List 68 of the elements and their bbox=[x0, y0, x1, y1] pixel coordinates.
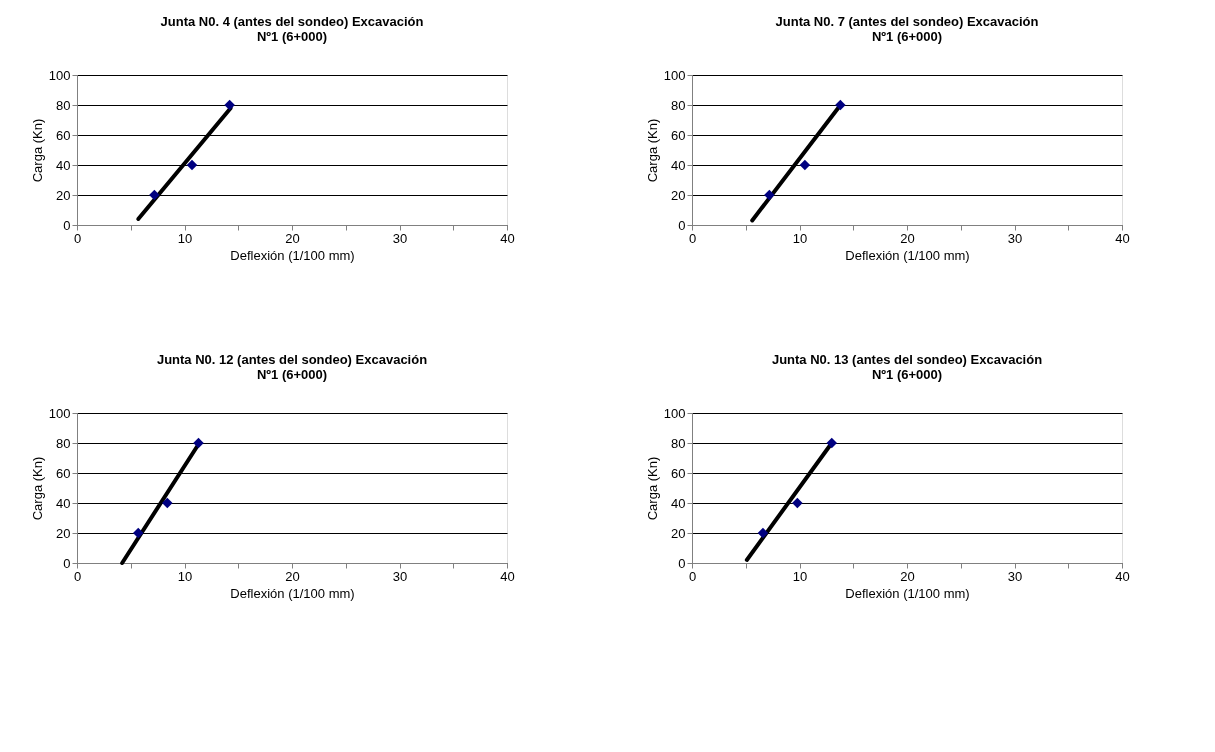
y-axis-title: Carga (Kn) bbox=[29, 456, 45, 521]
point bbox=[792, 497, 803, 509]
y-tick-label: 100 bbox=[48, 67, 71, 83]
x-tick-label: 10 bbox=[177, 230, 193, 246]
y-tick-label: 80 bbox=[56, 435, 71, 451]
x-tick-label: 30 bbox=[392, 568, 408, 584]
x-tick-label: 20 bbox=[900, 230, 915, 246]
y-tick-label: 60 bbox=[56, 465, 71, 481]
chart-title: Junta N0. 12 (antes del sondeo) Excavación Nº1 (6+000) bbox=[156, 352, 428, 382]
y-tick-label: 20 bbox=[671, 187, 686, 203]
x-tick-label: 40 bbox=[500, 230, 515, 246]
x-tick-label: 0 bbox=[688, 568, 697, 584]
point bbox=[757, 527, 769, 539]
point bbox=[799, 159, 811, 171]
y-tick-label: 100 bbox=[663, 67, 686, 83]
point bbox=[826, 437, 837, 449]
x-tick-label: 0 bbox=[73, 568, 82, 584]
x-tick-label: 30 bbox=[1007, 230, 1023, 246]
x-tick-label: 40 bbox=[1115, 568, 1130, 584]
y-tick-label: 0 bbox=[678, 217, 686, 233]
point bbox=[149, 189, 160, 201]
y-tick-label: 100 bbox=[663, 405, 686, 421]
x-tick-label: 10 bbox=[792, 568, 808, 584]
point bbox=[133, 527, 144, 539]
y-tick-label: 60 bbox=[671, 465, 686, 481]
y-tick-label: 60 bbox=[56, 127, 71, 143]
x-tick-label: 0 bbox=[688, 230, 697, 246]
point bbox=[224, 99, 235, 111]
y-tick-label: 20 bbox=[56, 525, 71, 541]
y-tick-label: 80 bbox=[56, 97, 71, 113]
y-tick-label: 60 bbox=[671, 127, 686, 143]
y-axis-title: Carga (Kn) bbox=[644, 118, 660, 183]
y-tick-label: 100 bbox=[48, 405, 71, 421]
y-tick-label: 80 bbox=[671, 97, 686, 113]
y-tick-label: 0 bbox=[63, 217, 71, 233]
chart-title: Junta N0. 4 (antes del sondeo) Excavación Nº1 (6+000) bbox=[160, 14, 424, 44]
x-tick-label: 20 bbox=[285, 568, 300, 584]
y-tick-label: 40 bbox=[56, 157, 71, 173]
y-tick-label: 0 bbox=[63, 555, 71, 571]
point bbox=[193, 437, 204, 449]
point bbox=[162, 497, 173, 509]
chart-title: Junta N0. 7 (antes del sondeo) Excavación Nº1 (6+000) bbox=[775, 14, 1039, 44]
y-tick-label: 80 bbox=[671, 435, 686, 451]
x-tick-label: 20 bbox=[900, 568, 915, 584]
point bbox=[835, 99, 846, 111]
y-tick-label: 0 bbox=[678, 555, 686, 571]
y-axis-title: Carga (Kn) bbox=[644, 456, 660, 521]
x-tick-label: 0 bbox=[73, 230, 82, 246]
x-tick-label: 40 bbox=[500, 568, 515, 584]
y-tick-label: 40 bbox=[56, 495, 71, 511]
y-tick-label: 20 bbox=[56, 187, 71, 203]
x-axis-title: Deflexión (1/100 mm) bbox=[845, 585, 970, 601]
point bbox=[186, 159, 198, 171]
chart-title: Junta N0. 13 (antes del sondeo) Excavación Nº1 (6+000) bbox=[771, 352, 1043, 382]
x-tick-label: 30 bbox=[392, 230, 408, 246]
x-tick-label: 20 bbox=[285, 230, 300, 246]
y-tick-label: 40 bbox=[671, 495, 686, 511]
x-tick-label: 40 bbox=[1115, 230, 1130, 246]
y-tick-label: 20 bbox=[671, 525, 686, 541]
x-tick-label: 30 bbox=[1007, 568, 1023, 584]
x-axis-title: Deflexión (1/100 mm) bbox=[230, 247, 355, 263]
x-axis-title: Deflexión (1/100 mm) bbox=[845, 247, 970, 263]
y-tick-label: 40 bbox=[671, 157, 686, 173]
x-tick-label: 10 bbox=[792, 230, 808, 246]
point bbox=[764, 189, 775, 201]
x-tick-label: 10 bbox=[177, 568, 193, 584]
x-axis-title: Deflexión (1/100 mm) bbox=[230, 585, 355, 601]
y-axis-title: Carga (Kn) bbox=[29, 118, 45, 183]
